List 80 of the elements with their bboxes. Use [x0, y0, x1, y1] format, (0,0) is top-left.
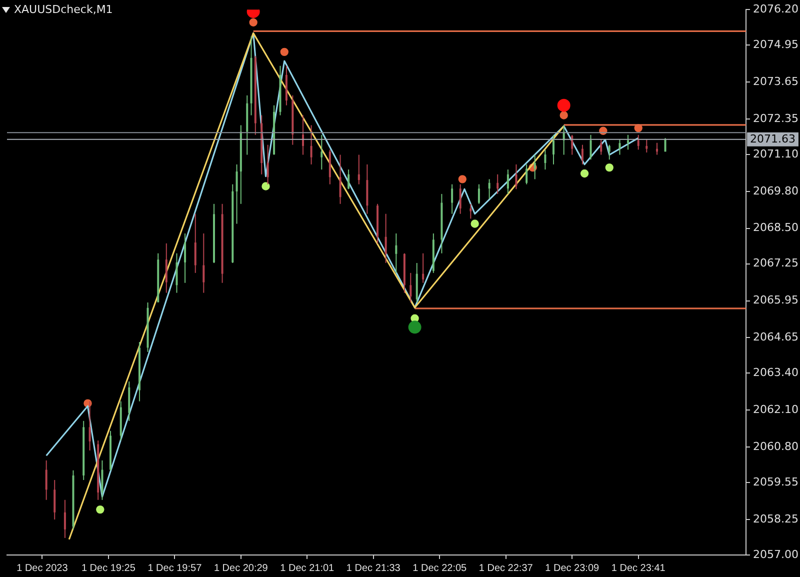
candlestick [571, 134, 574, 156]
point [262, 182, 270, 190]
x-tick-label: 1 Dec 2023 [16, 562, 68, 574]
candlestick [637, 134, 640, 150]
x-tick-label: 1 Dec 22:05 [412, 562, 468, 574]
y-tick-label: 2072.35 [753, 112, 798, 125]
x-tick-label: 1 Dec 23:41 [611, 562, 666, 574]
point [458, 175, 467, 184]
candlestick [176, 252, 178, 294]
candlestick [581, 144, 584, 165]
point [470, 220, 479, 228]
x-tick-label: 1 Dec 22:37 [478, 562, 534, 574]
y-tick-label: 2071.10 [753, 147, 798, 160]
candlestick [552, 134, 554, 165]
candlestick [101, 460, 104, 500]
candlestick [266, 144, 269, 185]
y-tick-label: 2068.50 [753, 221, 798, 234]
candlestick [608, 144, 610, 160]
point [580, 169, 589, 178]
candlestick [348, 169, 350, 190]
candlestick [236, 164, 238, 224]
candlestick [600, 139, 602, 156]
candlestick [478, 184, 480, 204]
candlestick [310, 124, 312, 165]
point [560, 111, 568, 120]
y-tick-label: 2074.95 [753, 38, 798, 51]
candlestick [506, 169, 509, 194]
candlestick [165, 242, 168, 294]
candlestick [526, 164, 528, 185]
candlestick [646, 139, 648, 153]
candlestick [64, 499, 66, 538]
candlestick [544, 149, 546, 170]
candlestick [184, 232, 186, 284]
candlestick [358, 154, 360, 185]
candlestick [194, 213, 196, 274]
y-tick-label: 2073.65 [753, 74, 798, 88]
y-tick-label: 2063.40 [753, 366, 798, 380]
candlestick [422, 252, 424, 284]
point [249, 18, 258, 26]
candlestick [590, 134, 592, 160]
candlestick [618, 139, 621, 156]
x-tick-label: 1 Dec 20:29 [214, 562, 268, 574]
candlestick [459, 184, 462, 214]
point [96, 505, 104, 514]
candlestick [302, 114, 304, 156]
candlestick [451, 184, 454, 214]
y-tick-label: 2058.25 [753, 512, 798, 526]
candlestick [88, 400, 91, 451]
candlestick [470, 203, 472, 220]
candlestick [488, 178, 490, 200]
candlestick [384, 213, 387, 264]
y-tick-label: 2076.20 [753, 2, 798, 16]
x-tick-label: 1 Dec 19:57 [148, 562, 202, 574]
candlestick [202, 232, 205, 294]
candlestick [45, 460, 48, 500]
candlestick [515, 164, 518, 190]
y-tick-label: 2069.80 [753, 184, 798, 198]
candlestick [54, 480, 56, 520]
point [605, 163, 614, 172]
x-tick-label: 1 Dec 21:33 [346, 562, 401, 574]
candlestick [410, 272, 412, 303]
candlestick [534, 154, 536, 180]
x-tick-label: 1 Dec 19:25 [81, 562, 136, 574]
candlestick [339, 154, 342, 204]
y-tick-label: 2059.55 [753, 475, 798, 488]
y-tick-label: 2067.25 [753, 256, 798, 270]
candlestick [395, 232, 398, 274]
point [280, 48, 288, 56]
y-tick-label: 2060.80 [753, 440, 798, 453]
y-tick-label: 2062.10 [753, 402, 798, 416]
ref-line-label: 2071.63 [750, 132, 796, 146]
x-tick-label: 1 Dec 21:01 [280, 562, 335, 574]
candlestick [496, 174, 499, 194]
candlestick [320, 134, 323, 170]
x-tick-label: 1 Dec 23:09 [545, 562, 600, 574]
y-tick-label: 2065.95 [753, 294, 798, 307]
candlestick [664, 137, 666, 152]
y-tick-label: 2057.00 [753, 548, 798, 561]
chart-title: XAUUSDcheck,M1 [14, 3, 113, 16]
y-tick-label: 2064.65 [753, 330, 798, 344]
